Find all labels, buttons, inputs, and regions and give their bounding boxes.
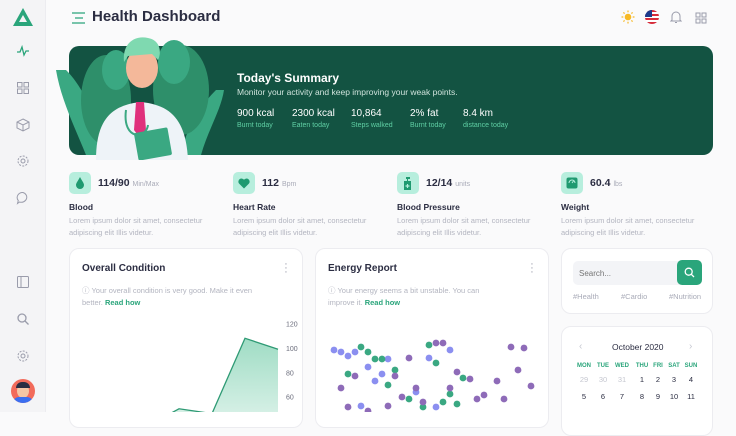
- search-icon: [684, 267, 695, 278]
- more-options-icon[interactable]: ···: [284, 262, 288, 274]
- card-title: Overall Condition: [82, 263, 165, 274]
- tag-cardio[interactable]: #Cardio: [621, 292, 647, 301]
- calendar-day[interactable]: 29: [574, 375, 594, 384]
- sidebar: [0, 0, 46, 412]
- blood-drop-icon: [69, 172, 91, 194]
- search-input[interactable]: [573, 261, 681, 285]
- calendar-day[interactable]: 31: [612, 375, 632, 384]
- calendar-month: October 2020: [612, 342, 664, 352]
- search-button[interactable]: [677, 260, 702, 285]
- calendar-day[interactable]: 5: [574, 392, 594, 401]
- bell-icon[interactable]: [670, 10, 682, 29]
- search-icon[interactable]: [14, 310, 32, 328]
- summary-title: Today's Summary: [237, 71, 339, 85]
- box-icon[interactable]: [14, 116, 32, 134]
- card-title: Energy Report: [328, 263, 397, 274]
- tag-nutrition[interactable]: #Nutrition: [669, 292, 701, 301]
- overall-condition-card: Overall Condition ··· ⓘ Your overall con…: [69, 248, 303, 428]
- sanitizer-icon: [397, 172, 419, 194]
- menu-icon[interactable]: [72, 11, 85, 29]
- next-month-icon[interactable]: ›: [689, 341, 692, 352]
- settings-icon[interactable]: [14, 347, 32, 365]
- activity-icon[interactable]: [14, 42, 32, 60]
- apps-grid-icon[interactable]: [695, 11, 707, 29]
- calendar-day[interactable]: 30: [593, 375, 613, 384]
- weekday-label: TUE: [593, 363, 613, 369]
- logo-icon[interactable]: [12, 7, 34, 27]
- us-flag-icon[interactable]: [645, 10, 659, 24]
- card-note: ⓘ Your overall condition is very good. M…: [82, 285, 262, 309]
- chat-icon[interactable]: [14, 189, 32, 207]
- calendar-day[interactable]: 6: [593, 392, 613, 401]
- calendar-day[interactable]: 4: [681, 375, 701, 384]
- search-card: [561, 248, 713, 314]
- energy-report-card: Energy Report ··· ⓘ Your energy seems a …: [315, 248, 549, 428]
- summary-subtitle: Monitor your activity and keep improving…: [237, 87, 458, 97]
- card-note: ⓘ Your energy seems a bit unstable. You …: [328, 285, 508, 309]
- heart-icon: [233, 172, 255, 194]
- settings-cog-icon[interactable]: [14, 152, 32, 170]
- weekday-label: MON: [574, 363, 594, 369]
- avatar[interactable]: [11, 379, 35, 403]
- weekday-label: SUN: [681, 363, 701, 369]
- sun-icon[interactable]: [621, 10, 635, 29]
- calendar-day[interactable]: 11: [681, 392, 701, 401]
- page-title: Health Dashboard: [92, 8, 220, 25]
- calendar-day[interactable]: 7: [612, 392, 632, 401]
- scale-icon: [561, 172, 583, 194]
- tag-health[interactable]: #Health: [573, 292, 599, 301]
- prev-month-icon[interactable]: ‹: [579, 341, 582, 352]
- more-options-icon[interactable]: ···: [530, 262, 534, 274]
- read-how-link[interactable]: Read how: [365, 298, 400, 307]
- weekday-label: WED: [612, 363, 632, 369]
- panel-icon[interactable]: [14, 273, 32, 291]
- doctor-illustration: [56, 30, 226, 160]
- read-how-link[interactable]: Read how: [105, 298, 140, 307]
- dashboard-icon[interactable]: [14, 79, 32, 97]
